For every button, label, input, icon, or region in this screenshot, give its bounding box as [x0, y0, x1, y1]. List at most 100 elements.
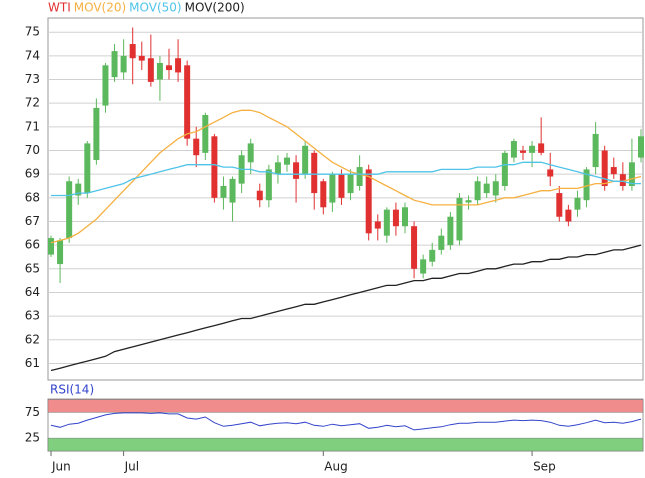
candle-body: [529, 145, 536, 153]
candle-body: [383, 209, 390, 236]
candle-body: [184, 65, 191, 139]
candle-body: [211, 136, 218, 198]
candle-body: [57, 240, 64, 265]
x-tick-label: Jun: [51, 460, 71, 474]
candle-body: [156, 62, 163, 80]
candle-body: [274, 162, 281, 175]
y-tick-label: 73: [25, 72, 40, 86]
moving-average-line: [50, 244, 642, 372]
candle-body: [365, 169, 372, 234]
candle-body: [402, 207, 408, 227]
candle-body: [538, 143, 545, 153]
legend-entry: MOV(20): [74, 1, 126, 15]
candle-body: [347, 174, 354, 194]
candle-body: [329, 174, 336, 203]
candle-body: [193, 138, 200, 156]
candle-body: [147, 58, 154, 82]
moving-average-line: [51, 161, 641, 197]
candle-body: [320, 181, 327, 208]
candle-body: [84, 143, 91, 194]
candle-body: [483, 183, 490, 194]
candle-body: [638, 136, 644, 158]
rsi-band: [47, 399, 644, 413]
y-tick-label: 74: [25, 48, 40, 62]
candle-body: [284, 157, 290, 165]
y-tick-label: 67: [25, 214, 40, 228]
candle-body: [356, 167, 363, 186]
candle-body: [411, 226, 418, 269]
candle-body: [492, 181, 499, 196]
candle-body: [293, 162, 300, 179]
y-tick-label: 71: [25, 119, 40, 133]
candle-body: [474, 181, 481, 201]
y-tick-label: 62: [25, 332, 40, 346]
y-tick-label: 70: [25, 143, 40, 157]
rsi-band: [47, 437, 644, 452]
candle-body: [247, 143, 254, 163]
y-tick-label: 63: [25, 309, 40, 323]
candle-body: [111, 51, 118, 78]
x-tick-label: Aug: [324, 460, 347, 474]
candle-body: [619, 174, 626, 186]
candle-body: [565, 209, 572, 222]
candle-body: [501, 152, 508, 186]
candle-body: [420, 259, 427, 274]
rsi-line: [50, 412, 642, 431]
candle-body: [202, 115, 209, 153]
y-tick-label: 75: [25, 25, 40, 39]
candle-body: [48, 238, 54, 255]
y-tick-label: 68: [25, 190, 40, 204]
candle-body: [129, 44, 136, 59]
y-tick-label: 61: [25, 356, 40, 370]
legend-entry: WTI: [48, 1, 71, 15]
rsi-title: RSI(14): [50, 383, 94, 397]
x-tick-label: Sep: [533, 460, 556, 474]
candle-body: [256, 190, 263, 201]
candle-body: [592, 133, 599, 168]
candle-body: [93, 107, 100, 160]
candle-body: [465, 200, 472, 203]
candle-body: [302, 145, 309, 175]
moving-average-line: [50, 109, 642, 244]
candle-body: [574, 197, 581, 210]
legend: WTI MOV(20) MOV(50) MOV(200): [48, 1, 245, 15]
y-tick-label: 64: [25, 285, 40, 299]
price-panel: [47, 17, 644, 381]
x-tick-label: Jul: [124, 460, 139, 474]
candle-body: [311, 152, 318, 194]
candle-body: [229, 178, 236, 203]
candle-body: [520, 150, 526, 153]
candle-body: [220, 185, 227, 198]
candle-body: [556, 193, 563, 217]
candle-body: [601, 150, 608, 186]
y-tick-label: 69: [25, 167, 40, 181]
candle-body: [447, 216, 454, 246]
candle-body: [628, 162, 635, 186]
candle-body: [429, 249, 436, 262]
candle-body: [138, 55, 145, 61]
candle-body: [66, 181, 73, 239]
candle-body: [510, 141, 517, 158]
candle-body: [265, 169, 272, 201]
candle-body: [102, 65, 109, 106]
candle-body: [438, 235, 445, 250]
candle-body: [175, 58, 182, 73]
candle-body: [610, 167, 617, 175]
candle-body: [583, 169, 590, 201]
candle-body: [392, 209, 399, 227]
y-tick-label: 66: [25, 238, 40, 252]
candle-body: [456, 197, 463, 241]
candle-body: [166, 65, 172, 71]
y-tick-label: 75: [25, 405, 40, 419]
y-tick-label: 72: [25, 96, 40, 110]
candle-body: [75, 183, 82, 196]
legend-entry: MOV(50): [129, 1, 181, 15]
y-tick-label: 65: [25, 261, 40, 275]
legend-entry: MOV(200): [185, 1, 245, 15]
y-tick-label: 25: [25, 431, 40, 445]
candle-body: [338, 174, 345, 198]
candle-body: [120, 55, 127, 73]
candle-body: [547, 169, 554, 177]
candle-body: [374, 221, 381, 229]
